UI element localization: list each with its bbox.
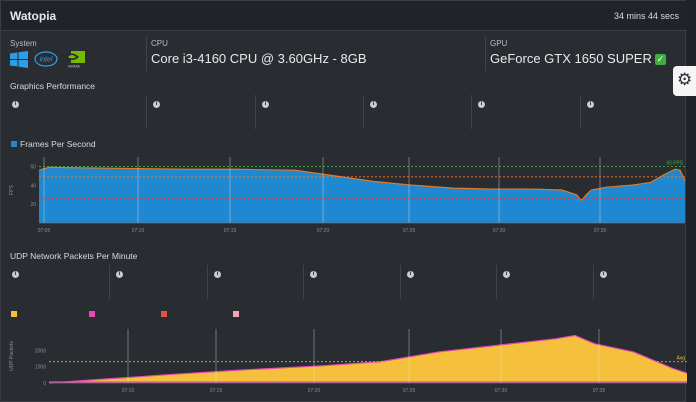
y-tick-label: 2000: [35, 348, 46, 354]
gpu-value: GeForce GTX 1650 SUPER: [490, 51, 652, 66]
info-icon[interactable]: i: [12, 271, 19, 278]
y-axis-label: FPS: [9, 184, 15, 194]
info-icon[interactable]: i: [214, 271, 221, 278]
info-icon[interactable]: i: [310, 271, 317, 278]
reference-line-label: Avg: [676, 356, 685, 362]
stat-label-max-stc: i: [10, 268, 19, 278]
stat-label-max: i: [476, 98, 485, 108]
settings-button[interactable]: ⚙: [673, 66, 696, 96]
info-icon[interactable]: i: [407, 271, 414, 278]
x-tick-label: 07:20: [317, 228, 330, 234]
info-icon[interactable]: i: [116, 271, 123, 278]
divider: [580, 95, 581, 129]
reference-line-label: 60 FPS: [666, 160, 683, 166]
x-tick-label: 07:30: [493, 228, 506, 234]
info-icon[interactable]: i: [478, 101, 485, 108]
stat-label-p: i: [260, 98, 269, 108]
x-tick-label: 07:10: [122, 388, 135, 394]
nvidia-logo-icon: NVIDIA: [63, 50, 85, 69]
session-duration: 34 mins 44 secs: [613, 11, 679, 21]
divider: [593, 265, 594, 299]
x-tick-label: 07:15: [224, 228, 237, 234]
graphics-section-title: Graphics Performance: [10, 81, 96, 91]
y-tick-label: 20: [30, 202, 36, 208]
info-icon[interactable]: i: [12, 101, 19, 108]
divider: [485, 37, 486, 71]
x-tick-label: 07:10: [132, 228, 145, 234]
divider: [471, 95, 472, 129]
stat-label-avg-cts: i: [308, 268, 317, 278]
x-tick-label: 07:30: [495, 388, 508, 394]
stat-label-profile: i: [10, 98, 19, 108]
divider: [146, 37, 147, 71]
x-tick-label: 07:35: [593, 388, 606, 394]
x-tick-label: 07:25: [403, 228, 416, 234]
legend-swatch-transmit-errors: [233, 311, 239, 317]
stat-label-avg: i: [368, 98, 377, 108]
legend-swatch-server-to-client: [11, 311, 17, 317]
stat-label-resolution: i: [151, 98, 160, 108]
gpu-label: GPU: [490, 39, 508, 48]
divider: [109, 265, 110, 299]
info-icon[interactable]: i: [503, 271, 510, 278]
info-icon[interactable]: i: [370, 101, 377, 108]
windows-logo-icon: [10, 51, 28, 68]
legend-swatch-receive-errors: [161, 311, 167, 317]
world-title: Watopia: [10, 9, 57, 23]
divider: [363, 95, 364, 129]
divider: [303, 265, 304, 299]
stat-label-std-dev: i: [585, 98, 594, 108]
y-tick-label: 1000: [35, 365, 46, 371]
x-tick-label: 07:25: [403, 388, 416, 394]
gear-icon: ⚙: [677, 70, 693, 89]
info-icon[interactable]: i: [587, 101, 594, 108]
panel-header: Watopia 34 mins 44 secs: [1, 1, 687, 31]
fps-legend-label[interactable]: Frames Per Second: [20, 139, 96, 149]
divider: [255, 95, 256, 129]
stat-label-rx-err: i: [405, 268, 414, 278]
divider: [496, 265, 497, 299]
series-line-server-to-client: [48, 334, 688, 384]
divider: [207, 265, 208, 299]
x-tick-label: 07:05: [38, 228, 51, 234]
y-tick-label: 60: [30, 164, 36, 170]
intel-logo-icon: intel: [34, 51, 58, 67]
cpu-label: CPU: [151, 39, 168, 48]
info-icon[interactable]: i: [262, 101, 269, 108]
network-section-title: UDP Network Packets Per Minute: [10, 251, 138, 261]
x-tick-label: 07:20: [308, 388, 321, 394]
divider: [400, 265, 401, 299]
check-icon: ✓: [654, 54, 666, 65]
x-tick-label: 07:15: [210, 388, 223, 394]
legend-swatch-client-to-server: [89, 311, 95, 317]
stat-label-crowdedness: i: [598, 268, 607, 278]
svg-text:NVIDIA: NVIDIA: [68, 65, 80, 69]
fps-legend-swatch: [11, 141, 17, 147]
series-line-frames-per-second: [38, 166, 686, 202]
system-label: System: [10, 39, 37, 48]
series-area-frames-per-second: [39, 167, 685, 223]
x-tick-label: 07:35: [594, 228, 607, 234]
info-icon[interactable]: i: [600, 271, 607, 278]
cpu-value: Core i3-4160 CPU @ 3.60GHz - 8GB: [151, 51, 367, 66]
svg-text:intel: intel: [40, 57, 53, 64]
gpu-row: GeForce GTX 1650 SUPER ✓: [490, 51, 666, 66]
stat-label-tx-err: i: [501, 268, 510, 278]
y-tick-label: 0: [43, 381, 46, 387]
y-tick-label: 40: [30, 183, 36, 189]
fps-chart: FPS 60 40 20 07:05 07:10 07:15 07:20 07:25 07:30 0…: [9, 157, 686, 234]
y-axis-label: UDP Packets: [9, 341, 15, 371]
info-icon[interactable]: i: [153, 101, 160, 108]
divider: [146, 95, 147, 129]
stat-label-avg-stc: i: [114, 268, 123, 278]
series-area-server-to-client: [49, 335, 687, 383]
udp-chart: UDP Packets 2000 1000 0 07:10 07:15 07:20 07:25…: [9, 329, 688, 394]
stat-label-max-cts: i: [212, 268, 221, 278]
